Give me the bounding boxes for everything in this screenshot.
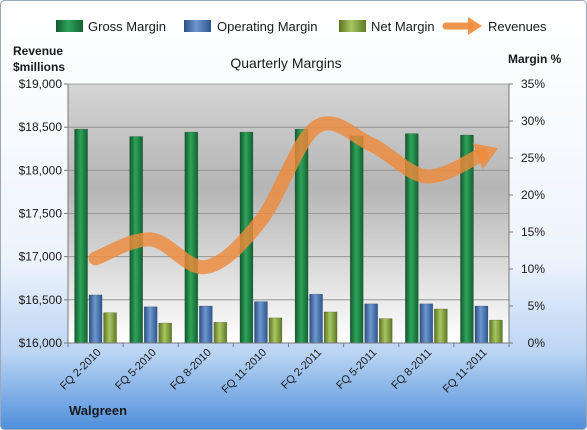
left-axis-tick-label: $18,500	[19, 120, 63, 134]
right-axis-tick-label: 5%	[528, 299, 546, 313]
legend-swatch-operating-margin	[184, 20, 211, 32]
operating-margin-bar	[143, 306, 158, 344]
left-axis-tick-label: $17,500	[19, 207, 63, 221]
left-axis-tick-label: $16,500	[19, 293, 63, 307]
legend-label-net-margin: Net Margin	[371, 19, 435, 34]
net-margin-bar	[213, 321, 228, 344]
company-label: Walgreen	[69, 403, 127, 418]
left-axis-title-line1: Revenue	[13, 44, 63, 58]
right-axis-tick-label: 25%	[521, 151, 545, 165]
legend-swatch-net-margin	[339, 20, 366, 32]
net-margin-bar	[268, 317, 283, 344]
left-axis-tick-label: $17,000	[19, 250, 63, 264]
net-margin-bar	[489, 319, 503, 344]
net-margin-bar	[323, 311, 338, 344]
operating-margin-bar	[254, 301, 268, 344]
operating-margin-bar	[474, 305, 489, 344]
legend-swatch-gross-margin	[56, 20, 83, 32]
legend: Gross Margin Operating Margin Net Margin…	[56, 17, 547, 35]
gross-margin-bar	[349, 135, 364, 344]
bars	[74, 128, 503, 344]
revenues-line	[88, 116, 489, 275]
right-axis-tick-label: 10%	[521, 262, 545, 276]
legend-label-revenues: Revenues	[488, 19, 547, 34]
net-margin-bar	[103, 312, 117, 344]
chart-title: Quarterly Margins	[230, 55, 341, 71]
legend-label-gross-margin: Gross Margin	[88, 19, 166, 34]
left-axis-title-line2: $millions	[13, 60, 65, 74]
operating-margin-bar	[364, 303, 378, 344]
operating-margin-bar	[309, 293, 323, 344]
right-axis-tick-label: 30%	[521, 114, 545, 128]
net-margin-bar	[158, 322, 172, 344]
revenue-line-group	[88, 116, 499, 275]
operating-margin-bar	[199, 305, 213, 344]
gross-margin-bar	[184, 131, 199, 344]
left-axis-tick-label: $18,000	[19, 163, 63, 177]
revenues-arrowhead	[472, 143, 499, 170]
left-axis-tick-label: $19,000	[19, 77, 63, 91]
legend-swatch-revenues	[442, 17, 482, 35]
right-axis-tick-label: 15%	[521, 225, 545, 239]
right-axis-tick-label: 35%	[521, 77, 545, 91]
operating-margin-bar	[88, 294, 103, 344]
net-margin-bar	[378, 318, 393, 344]
left-axis-tick-label: $16,000	[19, 336, 63, 350]
right-axis-tick-label: 20%	[521, 188, 545, 202]
net-margin-bar	[434, 308, 448, 344]
gross-margin-bar	[74, 128, 88, 344]
right-axis-tick-label: 0%	[528, 336, 546, 350]
right-axis-title: Margin %	[508, 52, 562, 66]
operating-margin-bar	[419, 303, 434, 344]
legend-label-operating-margin: Operating Margin	[217, 19, 317, 34]
